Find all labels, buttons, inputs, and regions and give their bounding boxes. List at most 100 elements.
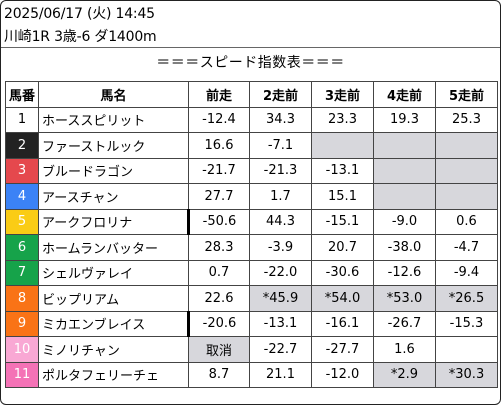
header-divider	[1, 47, 500, 48]
speed-index-cell: -7.1	[249, 132, 312, 159]
speed-index-cell: -22.7	[249, 336, 312, 363]
table-row: 5 アークフロリナ -50.6 44.3 -15.1 -9.0 0.6	[5, 208, 498, 235]
speed-index-cell: -15.3	[435, 310, 498, 337]
horse-name: ファーストルック	[38, 132, 189, 159]
column-header-5-races-ago: 5走前	[435, 81, 498, 108]
speed-index-cell: 20.7	[311, 234, 374, 261]
horse-number: 9	[5, 310, 39, 337]
column-header-last-race: 前走	[188, 81, 250, 108]
speed-index-cell: 44.3	[249, 208, 312, 235]
table-row: 4 アースチャン 27.7 1.7 15.1	[5, 183, 498, 210]
horse-name: ブルードラゴン	[38, 157, 189, 184]
column-header-4-races-ago: 4走前	[373, 81, 436, 108]
speed-index-cell: -12.0	[311, 361, 374, 388]
speed-index-cell: 1.7	[249, 183, 312, 210]
table-header-row: 馬番 馬名 前走 2走前 3走前 4走前 5走前	[5, 81, 498, 108]
table-row: 11 ポルタフェリーチェ 8.7 21.1 -12.0 *2.9 *30.3	[5, 361, 498, 388]
speed-index-cell: 15.1	[311, 183, 374, 210]
speed-index-cell	[435, 132, 498, 159]
horse-name: ポルタフェリーチェ	[38, 361, 189, 388]
horse-number: 5	[5, 208, 39, 235]
horse-name: ビップリアム	[38, 285, 189, 312]
speed-index-cell: -12.6	[373, 259, 436, 286]
speed-index-cell: -21.3	[249, 157, 312, 184]
horse-name: ホームランバッター	[38, 234, 189, 261]
horse-name: ホーススピリット	[38, 106, 189, 133]
speed-index-cell	[373, 132, 436, 159]
speed-index-cell: 19.3	[373, 106, 436, 133]
horse-number: 3	[5, 157, 39, 184]
speed-index-cell: -13.1	[249, 310, 312, 337]
table-row: 7 シェルヴァレイ 0.7 -22.0 -30.6 -12.6 -9.4	[5, 259, 498, 286]
speed-index-cell: 22.6	[188, 285, 250, 312]
horse-name: アースチャン	[38, 183, 189, 210]
table-row: 1 ホーススピリット -12.4 34.3 23.3 19.3 25.3	[5, 106, 498, 133]
horse-number: 4	[5, 183, 39, 210]
speed-index-cell: 1.6	[373, 336, 436, 363]
speed-index-cell: 0.6	[435, 208, 498, 235]
horse-name: ミノリチャン	[38, 336, 189, 363]
speed-index-cell: 0.7	[188, 259, 250, 286]
speed-index-cell: 34.3	[249, 106, 312, 133]
horse-number: 7	[5, 259, 39, 286]
speed-index-cell: *30.3	[435, 361, 498, 388]
speed-index-cell: 8.7	[188, 361, 250, 388]
table-row: 3 ブルードラゴン -21.7 -21.3 -13.1	[5, 157, 498, 184]
speed-index-cell: 23.3	[311, 106, 374, 133]
speed-index-cell: 16.6	[188, 132, 250, 159]
speed-index-cell: 取消	[188, 336, 250, 363]
speed-index-cell: -12.4	[188, 106, 250, 133]
speed-index-cell: -3.9	[249, 234, 312, 261]
speed-index-cell: -15.1	[311, 208, 374, 235]
speed-index-table: 馬番 馬名 前走 2走前 3走前 4走前 5走前 1 ホーススピリット -12.4 3…	[5, 81, 498, 388]
race-datetime: 2025/06/17 (火) 14:45	[4, 6, 155, 22]
table-title: ＝＝＝スピード指数表＝＝＝	[156, 55, 345, 71]
speed-index-cell: -9.0	[373, 208, 436, 235]
table-row: 8 ビップリアム 22.6 *45.9 *54.0 *53.0 *26.5	[5, 285, 498, 312]
horse-name: シェルヴァレイ	[38, 259, 189, 286]
column-header-horse-name: 馬名	[38, 81, 189, 108]
speed-index-cell	[435, 336, 498, 363]
speed-index-cell: *53.0	[373, 285, 436, 312]
column-header-number: 馬番	[5, 81, 39, 108]
speed-index-cell: -22.0	[249, 259, 312, 286]
speed-index-cell: *45.9	[249, 285, 312, 312]
speed-index-cell: -50.6	[187, 208, 250, 235]
speed-index-cell: -27.7	[311, 336, 374, 363]
table-row: 10 ミノリチャン 取消 -22.7 -27.7 1.6	[5, 336, 498, 363]
horse-number: 1	[5, 106, 39, 133]
table-row: 9 ミカエンブレイス -20.6 -13.1 -16.1 -26.7 -15.3	[5, 310, 498, 337]
speed-index-cell: -13.1	[311, 157, 374, 184]
horse-name: ミカエンブレイス	[38, 310, 189, 337]
race-info: 川崎1R 3歳-6 ダ1400m	[4, 29, 157, 45]
speed-index-cell	[311, 132, 374, 159]
speed-index-cell: -30.6	[311, 259, 374, 286]
speed-index-cell: 25.3	[435, 106, 498, 133]
speed-index-cell: -38.0	[373, 234, 436, 261]
speed-index-cell	[373, 183, 436, 210]
speed-index-cell: 21.1	[249, 361, 312, 388]
horse-name: アークフロリナ	[38, 208, 189, 235]
speed-index-cell: -9.4	[435, 259, 498, 286]
speed-index-cell: -16.1	[311, 310, 374, 337]
speed-index-cell: *26.5	[435, 285, 498, 312]
horse-number: 10	[5, 336, 39, 363]
speed-index-cell: -26.7	[373, 310, 436, 337]
speed-index-cell: 27.7	[188, 183, 250, 210]
speed-index-cell: -21.7	[188, 157, 250, 184]
speed-index-cell: -4.7	[435, 234, 498, 261]
speed-index-cell: -20.6	[187, 310, 250, 337]
horse-number: 6	[5, 234, 39, 261]
speed-index-cell: *54.0	[311, 285, 374, 312]
horse-number: 11	[5, 361, 39, 388]
table-row: 2 ファーストルック 16.6 -7.1	[5, 132, 498, 159]
speed-index-cell	[435, 183, 498, 210]
speed-index-cell: 28.3	[188, 234, 250, 261]
horse-number: 8	[5, 285, 39, 312]
table-row: 6 ホームランバッター 28.3 -3.9 20.7 -38.0 -4.7	[5, 234, 498, 261]
column-header-3-races-ago: 3走前	[311, 81, 374, 108]
column-header-2-races-ago: 2走前	[249, 81, 312, 108]
horse-number: 2	[5, 132, 39, 159]
speed-index-cell	[373, 157, 436, 184]
